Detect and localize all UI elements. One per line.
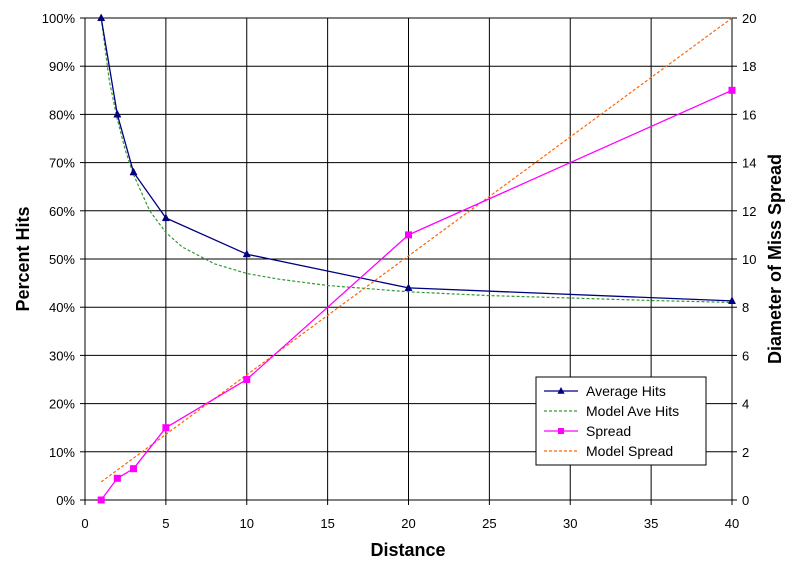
- y-right-tick-label: 16: [742, 107, 756, 122]
- point-spread: [728, 86, 736, 94]
- point-average-hits: [97, 13, 106, 22]
- legend-label: Spread: [586, 423, 631, 439]
- y-left-tick-label: 30%: [49, 348, 75, 363]
- y-right-tick-label: 10: [742, 252, 756, 267]
- legend-marker-spread: [558, 428, 564, 434]
- y-right-tick-label: 2: [742, 445, 749, 460]
- y-left-tick-label: 100%: [42, 11, 76, 26]
- y-left-tick-label: 20%: [49, 397, 75, 412]
- y-left-tick-label: 60%: [49, 204, 75, 219]
- point-average-hits: [727, 296, 737, 304]
- x-tick-label: 20: [401, 516, 415, 531]
- point-spread: [243, 376, 251, 383]
- y-left-tick-label: 10%: [49, 445, 75, 460]
- legend-label: Model Ave Hits: [586, 403, 679, 419]
- x-tick-label: 40: [725, 516, 739, 531]
- y-right-tick-label: 0: [742, 493, 749, 508]
- legend-marker-average-hits: [557, 387, 565, 394]
- y-left-tick-label: 90%: [49, 59, 75, 74]
- x-tick-label: 0: [81, 516, 88, 531]
- y-right-tick-label: 12: [742, 204, 756, 219]
- series-line-model-spread: [100, 17, 733, 483]
- point-spread: [97, 496, 105, 504]
- point-average-hits: [129, 167, 138, 176]
- y-left-tick-label: 50%: [49, 252, 75, 267]
- x-tick-label: 25: [482, 516, 496, 531]
- legend: Average Hits Model Ave Hits Spread Model Sp…: [535, 376, 707, 466]
- point-average-hits: [404, 283, 413, 291]
- legend-label: Model Spread: [586, 443, 673, 459]
- point-spread: [405, 231, 412, 239]
- y-left-tick-label: 0%: [56, 493, 75, 508]
- point-average-hits: [161, 213, 170, 222]
- legend-box: [535, 376, 707, 466]
- y-right-tick-label: 18: [742, 59, 756, 74]
- point-average-hits: [242, 249, 251, 258]
- point-average-hits: [113, 109, 122, 118]
- point-spread: [130, 465, 138, 473]
- y-right-tick-label: 6: [742, 348, 749, 363]
- x-tick-label: 10: [240, 516, 254, 531]
- x-tick-label: 5: [162, 516, 169, 531]
- y-right-axis-title: Diameter of Miss Spread: [765, 154, 785, 364]
- series-line-model-ave-hits: [100, 17, 733, 303]
- y-left-tick-label: 80%: [49, 107, 75, 122]
- y-right-tick-label: 4: [742, 397, 749, 412]
- plot-layer: 0 5 10 15 20 25 30 35 400%10%20%30%40%50%60%70%8…: [42, 11, 757, 531]
- point-spread: [113, 474, 121, 482]
- legend-label: Average Hits: [586, 383, 666, 399]
- x-tick-label: 30: [563, 516, 577, 531]
- y-left-tick-label: 70%: [49, 156, 75, 171]
- y-right-tick-label: 20: [742, 11, 756, 26]
- y-left-axis-title: Percent Hits: [13, 206, 33, 311]
- y-right-tick-label: 8: [742, 300, 749, 315]
- x-axis-title: Distance: [370, 540, 445, 560]
- x-tick-label: 35: [644, 516, 658, 531]
- x-tick-label: 15: [320, 516, 334, 531]
- y-left-tick-label: 40%: [49, 300, 75, 315]
- y-right-tick-label: 14: [742, 156, 756, 171]
- point-spread: [162, 424, 170, 432]
